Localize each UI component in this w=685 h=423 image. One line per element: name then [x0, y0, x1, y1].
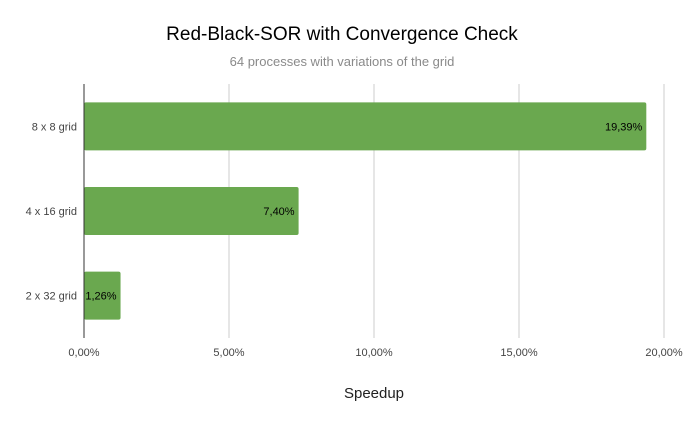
bars — [84, 102, 647, 320]
x-tick-label: 10,00% — [355, 347, 393, 359]
bar — [84, 102, 647, 151]
bar-value-label: 7,40% — [263, 206, 294, 218]
chart-title: Red-Black-SOR with Convergence Check — [166, 24, 518, 45]
x-tick-labels: 0,00% 5,00% 10,00% 15,00% 20,00% — [68, 347, 682, 359]
bar-value-label: 19,39% — [605, 121, 643, 133]
category-labels: 8 x 8 grid 4 x 16 grid 2 x 32 grid — [26, 121, 77, 302]
x-tick-label: 0,00% — [68, 347, 99, 359]
x-tick-label: 15,00% — [500, 347, 538, 359]
bar — [84, 187, 299, 235]
category-label: 2 x 32 grid — [26, 291, 77, 303]
data-labels: 19,39% 7,40% 1,26% — [85, 121, 642, 302]
x-tick-label: 20,00% — [645, 347, 683, 359]
category-label: 8 x 8 grid — [32, 121, 77, 133]
chart-subtitle: 64 processes with variations of the grid — [230, 54, 455, 69]
bar — [84, 271, 121, 320]
bar-value-label: 1,26% — [85, 291, 116, 303]
x-tick-label: 5,00% — [213, 347, 244, 359]
x-axis-label: Speedup — [344, 385, 404, 402]
category-label: 4 x 16 grid — [26, 206, 77, 218]
